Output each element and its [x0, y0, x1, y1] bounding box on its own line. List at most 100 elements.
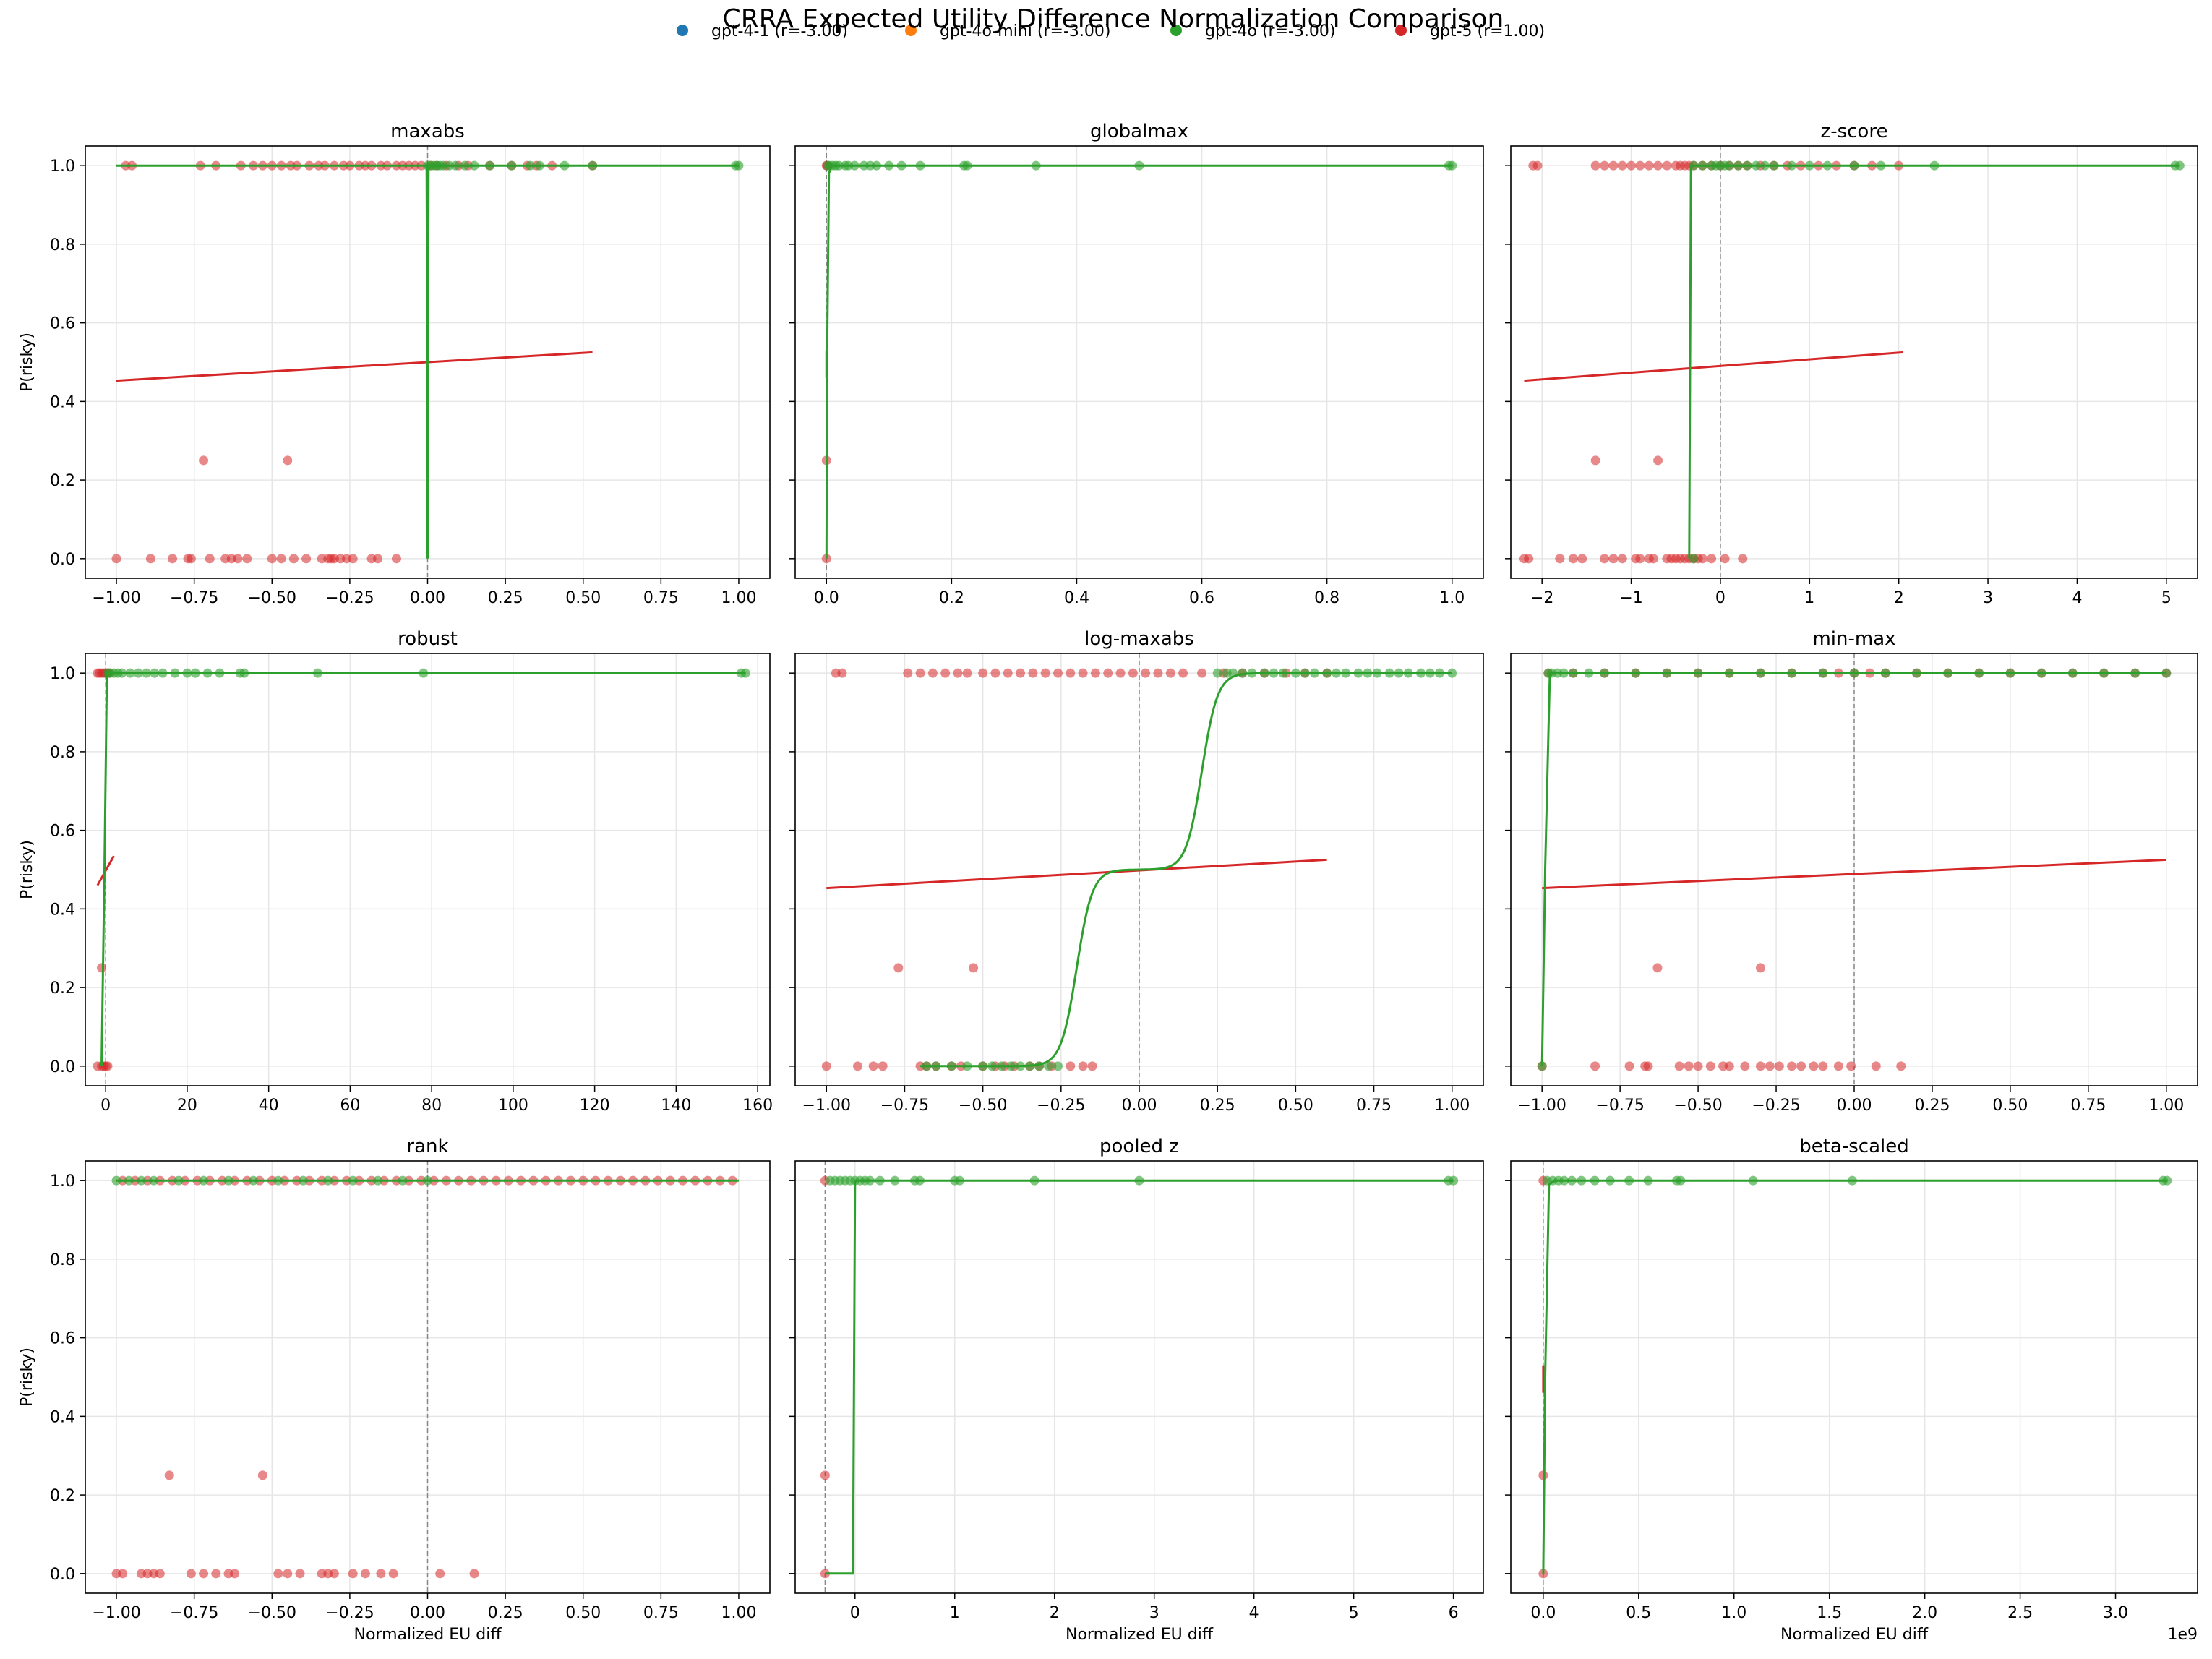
- figure-title: CRRA Expected Utility Difference Normali…: [723, 4, 1504, 34]
- scatter-point-gpt-5: [1643, 1061, 1653, 1071]
- scatter-point-gpt-5: [348, 1569, 358, 1579]
- x-tick-label: 2.0: [1912, 1604, 1937, 1622]
- x-tick-label: −0.75: [1595, 1097, 1644, 1115]
- scatter-point-gpt-5: [962, 668, 972, 678]
- x-tick-label: 0.25: [1914, 1097, 1950, 1115]
- scatter-point-gpt-5: [1078, 668, 1088, 678]
- scatter-point-gpt-5: [969, 963, 979, 973]
- scatter-point-gpt-5: [97, 963, 107, 973]
- scatter-point-gpt-5: [1590, 160, 1600, 171]
- plot-area: [93, 668, 750, 1071]
- y-tick-label: 0.2: [50, 1487, 75, 1505]
- scatter-point-gpt-5: [118, 1569, 128, 1579]
- x-tick-label: 0.75: [2070, 1097, 2106, 1115]
- scatter-point-gpt-5: [288, 554, 299, 564]
- legend-marker-1: [905, 25, 917, 36]
- scatter-point-gpt-4o: [1053, 1061, 1063, 1071]
- scatter-point-gpt-5: [1644, 160, 1654, 171]
- x-tick-label: 20: [177, 1097, 197, 1115]
- scatter-point-gpt-5: [1128, 668, 1138, 678]
- x-axis-label: Normalized EU diff: [1780, 1626, 1929, 1644]
- x-tick-label: 0.25: [488, 589, 523, 607]
- x-tick-label: 1.00: [1434, 1097, 1470, 1115]
- scatter-point-gpt-5: [1617, 554, 1627, 564]
- scatter-point-gpt-5: [1524, 554, 1534, 564]
- scatter-point-gpt-5: [1705, 1061, 1715, 1071]
- scatter-point-gpt-5: [329, 1569, 339, 1579]
- scatter-point-gpt-5: [1707, 554, 1717, 564]
- scatter-point-gpt-5: [1787, 1061, 1797, 1071]
- scatter-point-gpt-5: [186, 1569, 196, 1579]
- scatter-point-gpt-5: [1833, 1061, 1843, 1071]
- scatter-point-gpt-5: [1653, 455, 1663, 466]
- scatter-point-gpt-5: [837, 668, 847, 678]
- x-tick-label: 5: [2161, 589, 2172, 607]
- x-tick-label: 140: [661, 1097, 691, 1115]
- scatter-point-gpt-5: [1003, 668, 1013, 678]
- subplot-title: log-maxabs: [1084, 628, 1194, 650]
- fit-line-gpt-5: [1542, 858, 2166, 890]
- subplot-title: maxabs: [390, 121, 465, 142]
- x-tick-label: 0.0: [814, 589, 839, 607]
- x-tick-label: −0.50: [248, 1604, 296, 1622]
- scatter-point-gpt-5: [1577, 554, 1587, 564]
- scatter-point-gpt-5: [301, 554, 312, 564]
- scatter-point-gpt-5: [915, 668, 925, 678]
- y-tick-label: 1.0: [50, 1173, 75, 1191]
- legend: gpt-4-1 (r=-3.00) gpt-4o-mini (r=-3.00) …: [677, 22, 1545, 40]
- scatter-point-gpt-5: [820, 1569, 830, 1579]
- x-tick-label: 160: [742, 1097, 773, 1115]
- scatter-point-gpt-5: [903, 668, 913, 678]
- scatter-point-gpt-5: [283, 455, 293, 466]
- scatter-point-gpt-5: [1568, 554, 1578, 564]
- y-tick-label: 0.4: [50, 393, 75, 411]
- scatter-point-gpt-5: [360, 1569, 370, 1579]
- scatter-point-gpt-5: [388, 1569, 398, 1579]
- scatter-point-gpt-5: [1693, 1061, 1703, 1071]
- subplot-title: robust: [398, 628, 458, 650]
- subplot-maxabs: −1.00 −0.75 −0.50 −0.25 0.00 0.25 0.50 0.75 1.00…: [18, 121, 771, 607]
- x-tick-label: 0: [850, 1604, 860, 1622]
- x-tick-label: 0: [100, 1097, 111, 1115]
- scatter-point-gpt-5: [1016, 668, 1026, 678]
- subplot-title: globalmax: [1090, 121, 1188, 142]
- y-tick-label: 0.8: [50, 744, 75, 762]
- scatter-point-gpt-5: [230, 1569, 240, 1579]
- fit-line-gpt-5: [96, 855, 115, 886]
- fit-line-gpt-5: [826, 858, 1327, 890]
- scatter-point-gpt-5: [1087, 1061, 1097, 1071]
- x-tick-label: −0.25: [325, 589, 374, 607]
- scatter-point-gpt-5: [1153, 668, 1163, 678]
- scatter-point-gpt-5: [267, 554, 277, 564]
- x-axis-label: Normalized EU diff: [1066, 1626, 1214, 1644]
- y-tick-label: 0.0: [50, 1058, 75, 1076]
- plot-frame: [794, 145, 1484, 579]
- x-tick-label: −0.75: [170, 1604, 218, 1622]
- scatter-point-gpt-5: [953, 668, 963, 678]
- plot-frame: [1510, 145, 2198, 579]
- scatter-point-gpt-5: [940, 668, 951, 678]
- scatter-point-gpt-4o: [1447, 668, 1457, 678]
- subplot-log-maxabs: −1.00 −0.75 −0.50 −0.25 0.00 0.25 0.50 0.75 1.00…: [789, 628, 1484, 1115]
- x-tick-label: 0.25: [1200, 1097, 1235, 1115]
- plot-area: [1538, 1175, 2172, 1579]
- scatter-point-gpt-5: [242, 554, 252, 564]
- scatter-point-gpt-5: [1115, 668, 1126, 678]
- scatter-point-gpt-5: [164, 1470, 174, 1480]
- x-tick-label: −1.00: [92, 589, 140, 607]
- plot-area: [111, 1175, 739, 1579]
- scatter-point-gpt-5: [1555, 554, 1565, 564]
- legend-label-3: gpt-5 (r=1.00): [1430, 22, 1545, 40]
- fit-line-gpt-4o: [920, 672, 1452, 1068]
- y-tick-label: 0.4: [50, 901, 75, 919]
- legend-label-0: gpt-4-1 (r=-3.00): [711, 22, 848, 40]
- x-tick-label: −1.00: [92, 1604, 140, 1622]
- scatter-point-gpt-5: [1896, 1061, 1906, 1071]
- scatter-point-gpt-5: [348, 554, 358, 564]
- x-tick-label: 1.0: [1439, 589, 1465, 607]
- scatter-point-gpt-5: [168, 554, 178, 564]
- scatter-point-gpt-5: [283, 1569, 293, 1579]
- x-tick-label: 2.5: [2007, 1604, 2033, 1622]
- scatter-point-gpt-5: [469, 1569, 479, 1579]
